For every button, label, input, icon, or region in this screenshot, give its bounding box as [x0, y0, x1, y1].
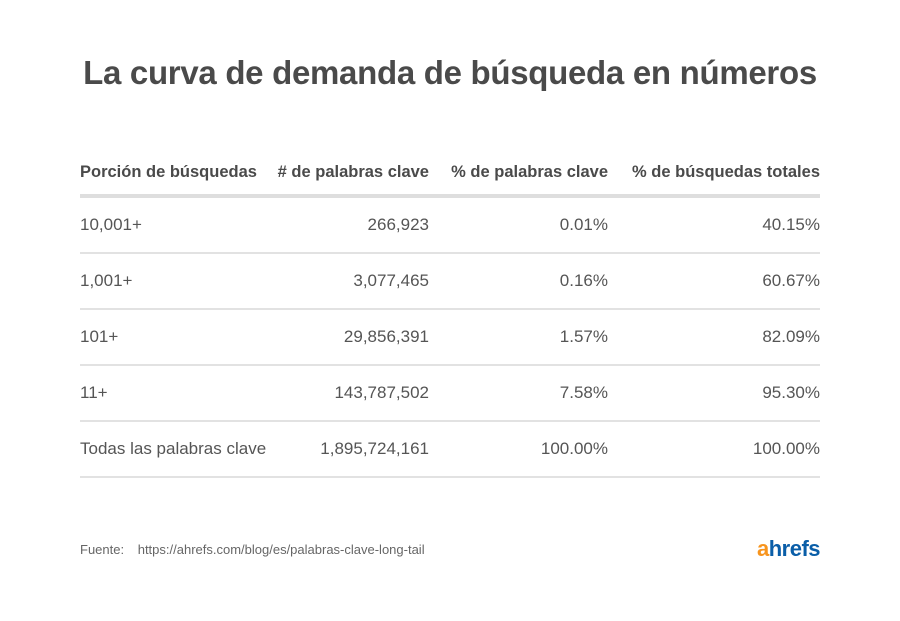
table-cell: 1,001+ — [80, 253, 270, 310]
table-cell: 95.30% — [608, 365, 820, 422]
table-cell: 0.01% — [429, 196, 608, 254]
logo-letter-a: a — [756, 536, 769, 561]
table-cell: 7.58% — [429, 365, 608, 422]
table-row: Todas las palabras clave 1,895,724,161 100… — [80, 421, 820, 478]
page-title: La curva de demanda de búsqueda en númer… — [83, 54, 817, 91]
table-cell: 143,787,502 — [270, 365, 429, 422]
table-cell: 1.57% — [429, 309, 608, 366]
table-cell: 100.00% — [429, 421, 608, 478]
table-cell: 82.09% — [608, 309, 820, 366]
source-note: Fuente: https://ahrefs.com/blog/es/palab… — [80, 542, 425, 557]
table-row: 101+ 29,856,391 1.57% 82.09% — [80, 309, 820, 366]
data-table: Porción de búsquedas # de palabras clave… — [80, 150, 820, 478]
table-cell: 100.00% — [608, 421, 820, 478]
table-cell: 11+ — [80, 365, 270, 422]
table-cell: 60.67% — [608, 253, 820, 310]
table-cell: 40.15% — [608, 196, 820, 254]
table-cell: 266,923 — [270, 196, 429, 254]
table-cell: 0.16% — [429, 253, 608, 310]
table-header-row: Porción de búsquedas # de palabras clave… — [80, 150, 820, 198]
source-url: https://ahrefs.com/blog/es/palabras-clav… — [137, 542, 425, 557]
table-cell: 10,001+ — [80, 196, 270, 254]
column-header: Porción de búsquedas — [80, 150, 270, 198]
column-header: # de palabras clave — [270, 150, 429, 198]
table-row: 10,001+ 266,923 0.01% 40.15% — [80, 196, 820, 254]
logo-text: hrefs — [768, 536, 821, 561]
table-cell: 29,856,391 — [270, 309, 429, 366]
column-header: % de palabras clave — [429, 150, 608, 198]
source-label: Fuente: — [80, 542, 125, 557]
table-row: 1,001+ 3,077,465 0.16% 60.67% — [80, 253, 820, 310]
table-cell: 101+ — [80, 309, 270, 366]
ahrefs-logo: ahrefs — [756, 536, 821, 562]
table-cell: 1,895,724,161 — [270, 421, 429, 478]
table-row: 11+ 143,787,502 7.58% 95.30% — [80, 365, 820, 422]
table-cell: 3,077,465 — [270, 253, 429, 310]
table-cell: Todas las palabras clave — [80, 421, 270, 478]
column-header: % de búsquedas totales — [608, 150, 820, 198]
